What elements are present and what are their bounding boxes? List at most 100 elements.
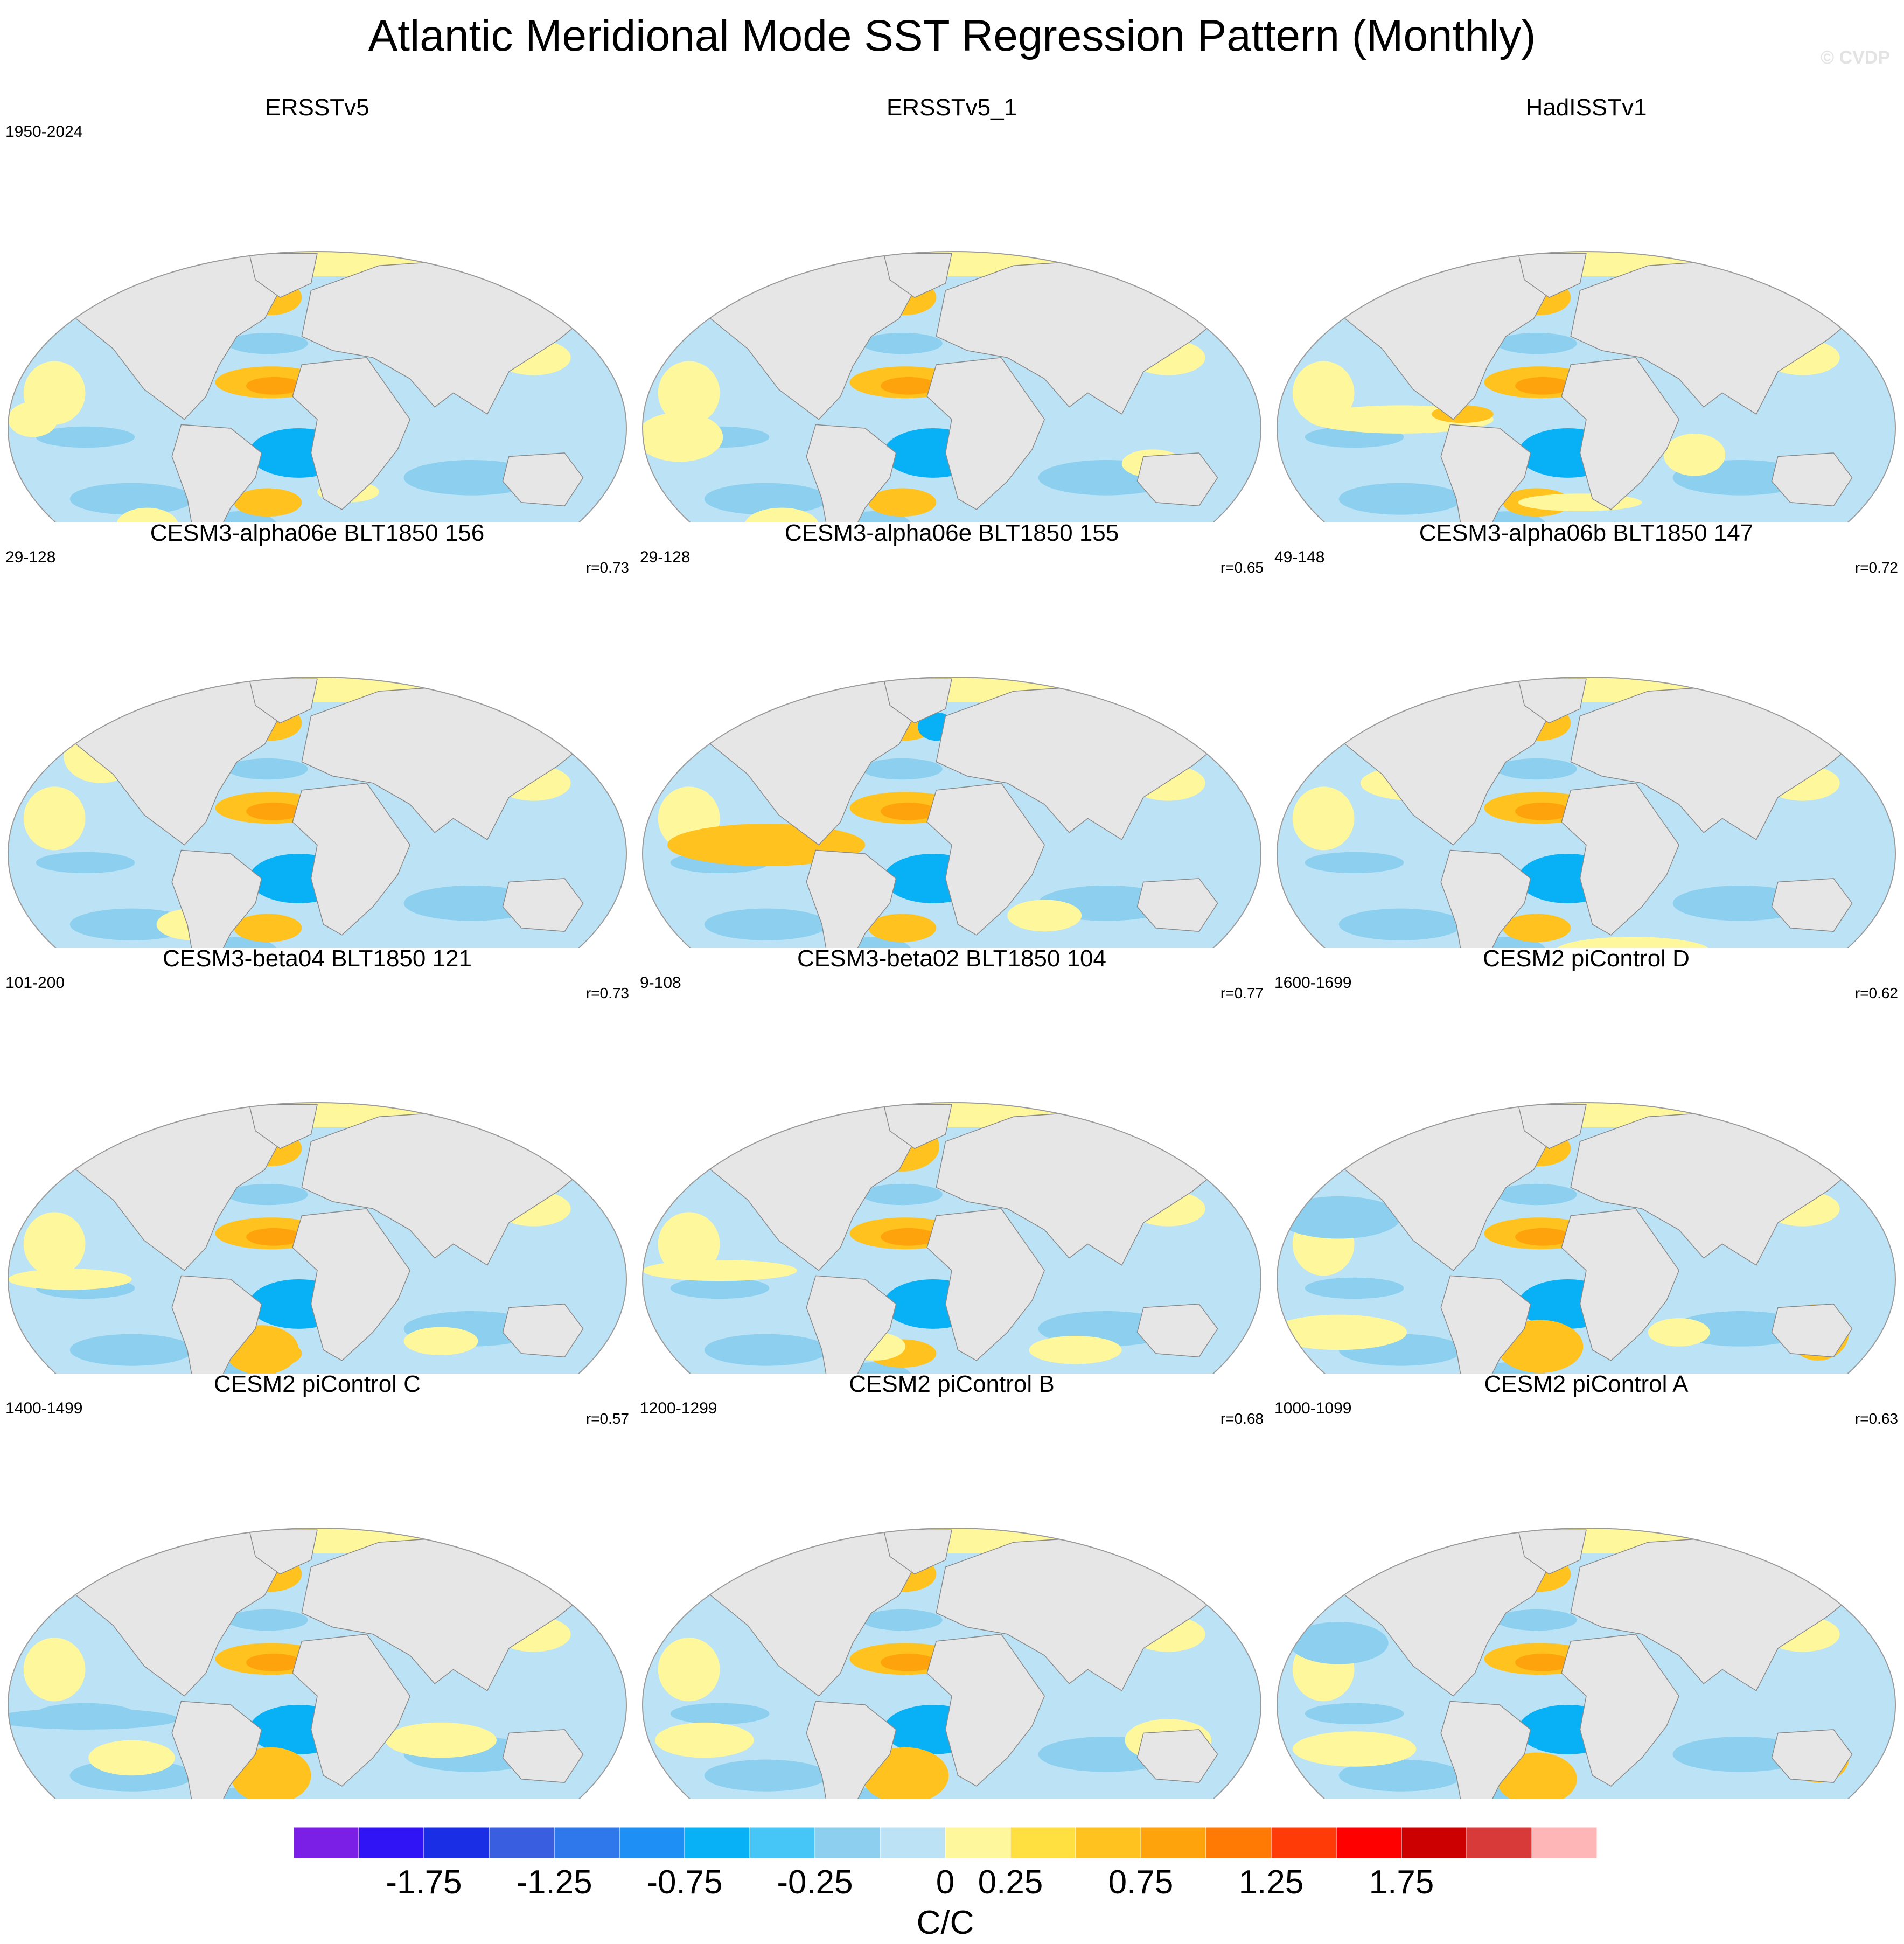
sst-anomaly-region	[1277, 1314, 1407, 1350]
sst-anomaly-region	[385, 1722, 497, 1758]
land-southAmerica	[171, 1701, 262, 1799]
map-border	[8, 1528, 627, 1799]
sst-anomaly-region	[231, 1747, 311, 1799]
land-greenland	[248, 253, 318, 298]
land-africa	[926, 1634, 1045, 1787]
panel-years: 1600-1699	[1274, 974, 1352, 992]
map-border	[642, 251, 1261, 522]
sst-anomaly-region	[36, 426, 135, 448]
colorbar-swatch	[1271, 1827, 1337, 1859]
sst-anomaly-region	[234, 488, 302, 517]
sst-anomaly-region	[23, 1638, 86, 1702]
panel-years: 1200-1299	[640, 1399, 717, 1417]
colorbar-swatch	[1010, 1827, 1076, 1859]
sst-anomaly-region	[1289, 1621, 1389, 1664]
colorbar-tick-label: -0.25	[777, 1864, 853, 1901]
sst-anomaly-region	[643, 412, 723, 462]
sst-anomaly-region	[1305, 1277, 1404, 1299]
panel-title: CESM3-alpha06b BLT1850 147	[1419, 520, 1754, 546]
map-svg	[642, 1528, 1261, 1799]
map-border	[1277, 251, 1896, 522]
panel-title: HadISSTv1	[1525, 94, 1647, 121]
land-southAmerica	[806, 849, 897, 948]
sst-anomaly-region	[1029, 1335, 1122, 1364]
land-greenland	[1517, 1104, 1587, 1149]
colorbar-swatch	[1531, 1827, 1598, 1859]
figure-title: Atlantic Meridional Mode SST Regression …	[368, 11, 1536, 60]
sst-anomaly-region	[8, 1269, 132, 1290]
colorbar-tick-label: 0.25	[978, 1864, 1043, 1901]
land-africa	[1561, 783, 1679, 936]
land-southAmerica	[806, 424, 897, 522]
sst-anomaly-region	[1292, 361, 1355, 425]
sst-anomaly-region	[1338, 908, 1463, 940]
colorbar-swatch	[489, 1827, 555, 1859]
colorbar-swatch	[1075, 1827, 1141, 1859]
map-svg	[642, 677, 1261, 948]
land-australia	[1136, 1729, 1218, 1783]
sst-anomaly-region	[227, 1609, 308, 1631]
map-panel: CESM3-alpha06e BLT1850 155 29-128 r=0.65	[634, 517, 1269, 948]
land-greenland	[883, 1104, 952, 1149]
sst-anomaly-region	[88, 1740, 175, 1776]
panel-years: 101-200	[5, 974, 65, 992]
sst-anomaly-region	[1496, 1183, 1577, 1206]
panel-correlation: r=0.68	[1220, 1410, 1264, 1427]
panel-correlation: r=0.72	[1854, 559, 1898, 576]
map-panel: ERSSTv5_1	[634, 92, 1269, 522]
map-svg	[642, 1102, 1261, 1374]
colorbar-swatch	[358, 1827, 424, 1859]
land-greenland	[248, 1529, 318, 1575]
land-greenland	[248, 678, 318, 724]
sst-anomaly-region	[23, 786, 86, 851]
colorbar-swatch	[423, 1827, 490, 1859]
land-australia	[1136, 1304, 1218, 1358]
panel-correlation: r=0.65	[1220, 559, 1264, 576]
sst-anomaly-region	[862, 332, 943, 354]
land-greenland	[1517, 678, 1587, 724]
map-border	[1277, 1528, 1896, 1799]
sst-anomaly-region	[1292, 786, 1355, 851]
colorbar-tick-label: 1.25	[1239, 1864, 1304, 1901]
land-africa	[292, 1634, 410, 1787]
colorbar-swatch	[880, 1827, 946, 1859]
colorbar-swatch	[814, 1827, 881, 1859]
map-svg	[1277, 677, 1896, 948]
sst-anomaly-region	[1515, 802, 1571, 820]
sst-anomaly-region	[234, 914, 302, 942]
panel-correlation: r=0.63	[1854, 1410, 1898, 1427]
panel-years: 1950-2024	[5, 123, 83, 141]
land-australia	[1771, 878, 1853, 932]
panel-title: CESM2 piControl C	[214, 1371, 421, 1397]
map-svg	[8, 251, 627, 522]
panel-title: CESM2 piControl A	[1484, 1371, 1689, 1397]
panel-title: CESM2 piControl B	[849, 1371, 1055, 1397]
panel-title: CESM3-beta02 BLT1850 104	[797, 945, 1106, 972]
sst-anomaly-region	[880, 377, 937, 395]
sst-anomaly-region	[8, 1708, 178, 1730]
colorbar-swatch	[945, 1827, 1011, 1859]
panel-title: CESM2 piControl D	[1483, 945, 1690, 972]
land-greenland	[883, 678, 952, 724]
colorbar-swatch	[1466, 1827, 1532, 1859]
sst-anomaly-region	[862, 1183, 943, 1206]
land-greenland	[883, 1529, 952, 1575]
land-greenland	[1517, 253, 1587, 298]
panel-years: 49-148	[1274, 548, 1325, 566]
panel-title: CESM3-beta04 BLT1850 121	[163, 945, 472, 972]
sst-anomaly-region	[1292, 1731, 1417, 1767]
land-australia	[502, 1729, 584, 1783]
sst-anomaly-region	[643, 1259, 797, 1281]
land-southAmerica	[1440, 849, 1531, 948]
land-southAmerica	[1440, 1701, 1531, 1799]
sst-anomaly-region	[658, 1638, 720, 1702]
panel-years: 9-108	[640, 974, 681, 992]
colorbar-swatch	[619, 1827, 685, 1859]
land-southAmerica	[1440, 424, 1531, 522]
land-africa	[926, 783, 1045, 936]
sst-anomaly-region	[246, 377, 302, 395]
panel-correlation: r=0.62	[1854, 985, 1898, 1001]
map-panel: HadISSTv1	[1269, 92, 1903, 522]
sst-anomaly-region	[880, 1653, 937, 1671]
panel-title: ERSSTv5	[265, 94, 369, 121]
